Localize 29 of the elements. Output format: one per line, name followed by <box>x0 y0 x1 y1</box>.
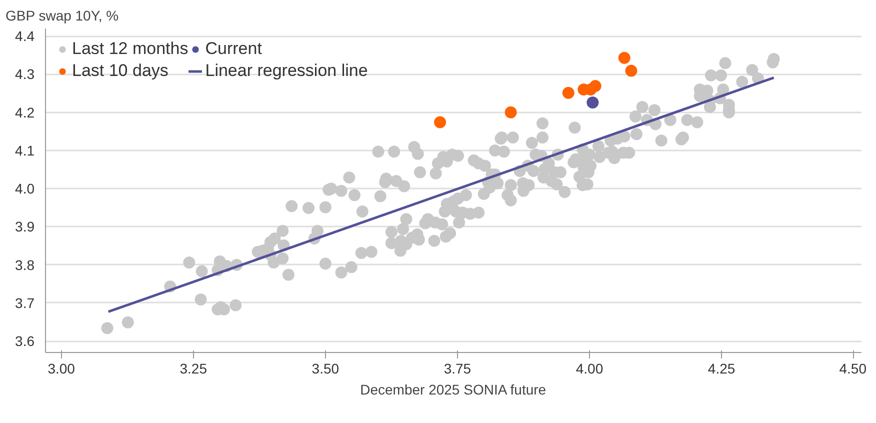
x-tick-label: 3.25 <box>180 360 208 376</box>
x-tick-label: 4.00 <box>576 360 604 376</box>
y-tick-label: 3.6 <box>15 333 35 350</box>
y-tick-label: 4.0 <box>15 180 35 197</box>
y-tick-label: 3.9 <box>15 218 35 235</box>
point <box>586 96 599 108</box>
point <box>562 86 574 99</box>
x-tick-label: 4.25 <box>708 360 736 376</box>
x-axis-title: December 2025 SONIA future <box>360 382 546 398</box>
legend-label: Last 12 months <box>72 38 188 60</box>
x-tick-label: 3.50 <box>312 360 340 376</box>
y-axis-title: GBP swap 10Y, % <box>6 8 119 24</box>
point <box>618 52 630 64</box>
y-tick-label: 3.7 <box>15 294 35 311</box>
point <box>504 106 517 118</box>
x-tick-label: 4.50 <box>839 360 867 376</box>
point <box>625 64 638 77</box>
y-tick-label: 4.4 <box>15 28 35 44</box>
point <box>589 80 602 92</box>
y-tick-label: 4.2 <box>15 104 35 120</box>
x-tick-label: 3.00 <box>48 360 76 376</box>
y-tick-label: 4.3 <box>15 66 35 82</box>
legend-label: Current <box>205 38 262 60</box>
legend-label: Last 10 days <box>72 60 168 82</box>
x-tick-label: 3.75 <box>444 360 472 376</box>
y-tick-label: 4.1 <box>15 142 35 158</box>
point <box>434 116 446 128</box>
y-tick-label: 3.8 <box>15 256 35 273</box>
legend-label: Linear regression line <box>205 60 368 82</box>
